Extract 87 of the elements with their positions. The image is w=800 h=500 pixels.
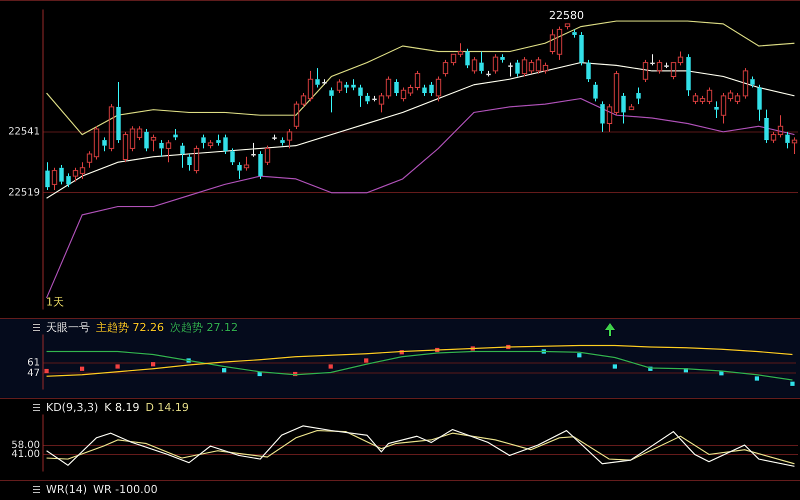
candlestick [458,42,464,58]
text: 主趋势 72.26 [96,321,164,334]
candlestick [80,162,86,180]
candlestick [400,87,406,102]
y-tick-label: 47 [27,368,40,379]
candlestick [422,84,427,96]
point [577,353,582,358]
candlestick [173,128,178,141]
candlestick [764,109,769,144]
point [364,358,368,363]
point [150,362,156,366]
candlestick [159,140,164,158]
candlestick [86,150,92,168]
annotation: 22580 [549,9,584,22]
candlestick [308,70,314,102]
candlestick [550,28,556,55]
point [222,368,226,372]
candlestick [621,92,626,124]
candlestick [329,87,334,113]
candlestick [792,136,798,154]
candlestick [208,140,214,149]
candlestick [579,32,584,66]
candlestick [606,104,612,132]
y-tick-label: 22519 [8,187,40,198]
candlestick [194,145,200,174]
candlestick [720,92,726,124]
candlestick [465,48,470,69]
candlestick [286,128,292,149]
candlestick [66,172,71,188]
annotation: 1天 [46,295,64,308]
candlestick [572,28,577,38]
candlestick [500,54,505,64]
candlestick [394,78,399,96]
candlestick [216,134,221,146]
candlestick [564,23,570,30]
candlestick [479,51,484,74]
candlestick [201,134,206,149]
candlestick [600,100,605,132]
point [328,364,333,369]
y-tick-label: 41.00 [11,449,40,460]
point [790,382,795,386]
candlestick [508,62,513,77]
point [258,372,262,376]
candlestick [522,56,528,77]
candlestick [230,148,235,166]
candlestick [556,26,562,60]
candlestick [150,134,156,152]
text: WR(14) [46,483,88,496]
text: 次趋势 27.12 [170,321,238,334]
point [80,366,84,371]
candlestick [785,131,790,149]
candlestick [586,59,591,82]
candlestick [750,76,755,88]
candlestick [636,87,641,105]
y-tick-label: 22541 [8,126,40,138]
candlestick [315,68,320,88]
candlestick [300,92,306,108]
text: D 14.19 [145,401,189,414]
candlestick [180,142,185,168]
candlestick [187,153,192,172]
candlestick [757,84,762,122]
candlestick [650,54,655,66]
candlestick [778,114,784,138]
candlestick [280,136,285,146]
candlestick [251,142,256,158]
chart-title: 天眼一号 [46,321,90,334]
candlestick [365,92,370,105]
candlestick [45,162,50,190]
point [612,364,617,369]
candlestick [116,81,121,144]
candlestick [450,54,456,66]
candlestick [258,150,263,180]
text: WR -100.00 [93,483,158,496]
candlestick [628,104,634,110]
series-label: K 8.19 [104,401,140,414]
candlestick [144,128,149,152]
candlestick [515,59,520,77]
candlestick [244,156,250,172]
candlestick [166,140,172,163]
candlestick [358,84,363,108]
candlestick [237,162,242,180]
y-tick-label: 61 [27,357,40,368]
chart-title: KD(9,3,3) [46,401,98,414]
candlestick [378,92,384,113]
candlestick [678,51,684,66]
candlestick [102,136,107,152]
candlestick [686,54,691,96]
